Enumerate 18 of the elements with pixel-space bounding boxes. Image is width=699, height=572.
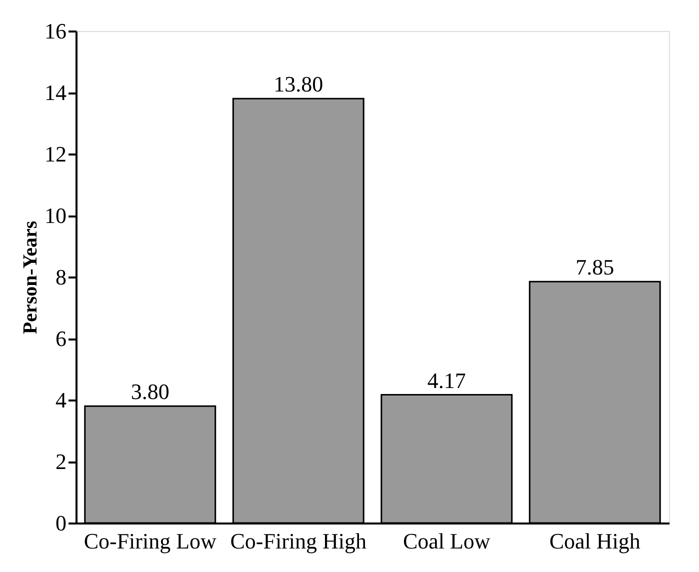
y-tick-label: 8 [56,264,66,290]
x-tick-label: Co-Firing Low [84,528,217,554]
y-tick-label: 12 [44,142,66,166]
data-label: 3.80 [130,379,170,404]
data-label: 13.80 [274,72,324,97]
y-tick-label: 0 [56,510,66,536]
y-tick-label: 14 [44,80,66,105]
data-label: 4.17 [427,368,466,393]
y-axis-title: Person-Years [20,220,42,334]
x-tick-label: Coal Low [402,528,490,554]
y-tick-label: 6 [56,326,66,351]
x-tick-label: Coal High [549,528,640,554]
y-tick-label: 10 [44,203,66,228]
y-tick-label: 16 [44,18,66,44]
y-tick-label: 2 [56,449,66,474]
y-tick-label: 4 [56,388,66,412]
x-tick-label: Co-Firing High [230,528,367,554]
data-label: 7.85 [576,254,614,280]
